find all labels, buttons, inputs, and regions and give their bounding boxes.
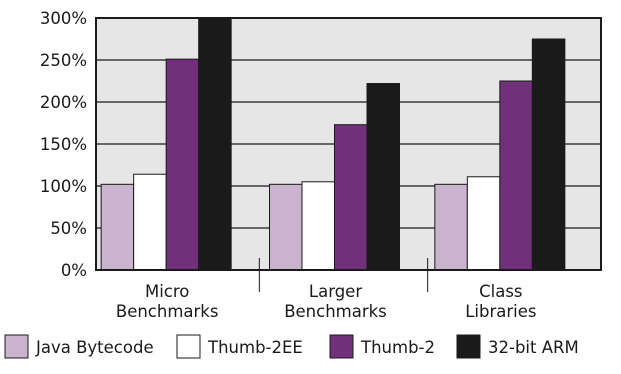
y-tick-label: 150% — [40, 135, 87, 154]
bar — [334, 124, 368, 271]
y-tick-label: 200% — [40, 93, 87, 112]
bar — [434, 183, 468, 271]
x-axis-category-labels: MicroBenchmarksLargerBenchmarksClassLibr… — [116, 282, 537, 321]
y-tick-label: 250% — [40, 51, 87, 70]
legend-swatch — [329, 334, 354, 359]
y-tick-label: 0% — [61, 261, 87, 280]
bar — [100, 183, 135, 271]
x-category-label: Libraries — [465, 302, 536, 321]
legend-label: 32-bit ARM — [488, 338, 579, 357]
legend-label: Thumb-2 — [360, 338, 435, 357]
y-tick-label: 300% — [40, 9, 87, 28]
bar — [269, 183, 303, 271]
x-axis — [258, 258, 429, 292]
bar — [301, 181, 335, 271]
bar — [499, 80, 533, 271]
bar — [366, 83, 400, 271]
bar — [133, 173, 167, 271]
plot-border — [95, 17, 602, 271]
x-category-label: Micro — [145, 282, 189, 301]
bar — [531, 38, 566, 271]
legend-swatch — [456, 334, 481, 359]
bars — [95, 17, 602, 271]
y-axis-tick-labels: 0% 50% 100% 150% 200% 250% 300% — [40, 9, 87, 280]
bar — [198, 17, 232, 271]
legend-swatch — [4, 334, 29, 359]
bar — [165, 58, 200, 271]
bar — [466, 176, 501, 271]
x-category-label: Class — [479, 282, 522, 301]
legend-swatch — [176, 334, 201, 359]
legend: Java Bytecode Thumb-2EE Thumb-2 32-bit ARM — [4, 334, 579, 359]
x-category-label: Larger — [309, 282, 362, 301]
y-tick-label: 100% — [40, 177, 87, 196]
legend-label: Java Bytecode — [35, 338, 154, 357]
x-category-label: Benchmarks — [284, 302, 387, 321]
x-category-label: Benchmarks — [116, 302, 219, 321]
legend-label: Thumb-2EE — [207, 338, 303, 357]
y-tick-label: 50% — [50, 219, 87, 238]
